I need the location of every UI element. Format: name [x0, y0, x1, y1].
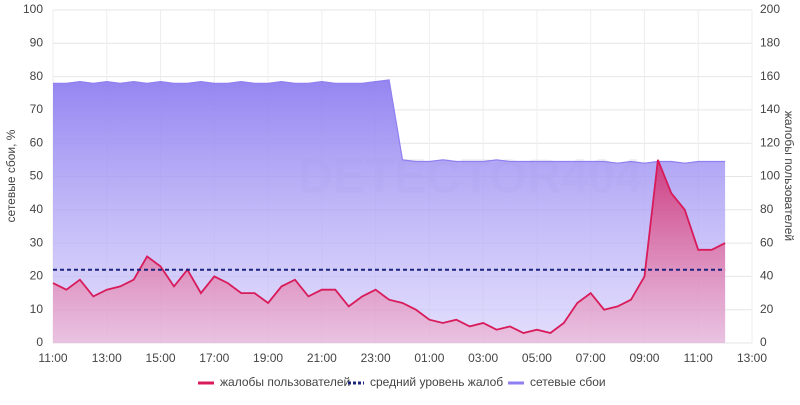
- y-tick-label: 50: [30, 169, 44, 183]
- x-tick-label: 23:00: [361, 351, 391, 365]
- y2-tick-label: 120: [760, 135, 780, 149]
- y-tick-label: 10: [30, 302, 44, 316]
- y-tick-label: 100: [23, 2, 43, 16]
- y2-axis-label: жалобы пользователей: [782, 111, 796, 241]
- x-tick-label: 17:00: [199, 351, 229, 365]
- x-tick-label: 01:00: [414, 351, 444, 365]
- area: [53, 79, 726, 344]
- y-tick-label: 60: [30, 135, 44, 149]
- x-tick-label: 11:00: [38, 351, 67, 365]
- y2-tick-label: 200: [760, 2, 780, 16]
- y2-tick-label: 160: [760, 69, 780, 83]
- y-tick-label: 30: [30, 235, 44, 249]
- legend-label: средний уровень жалоб: [370, 375, 503, 389]
- x-tick-label: 13:00: [92, 351, 122, 365]
- y-tick-label: 70: [30, 102, 44, 116]
- x-tick-label: 03:00: [468, 351, 498, 365]
- legend-label: жалобы пользователей: [220, 375, 350, 389]
- x-tick-label: 15:00: [146, 351, 176, 365]
- y2-tick-label: 180: [760, 35, 780, 49]
- y2-tick-label: 40: [760, 269, 774, 283]
- x-tick-label: 13:00: [737, 351, 767, 365]
- y2-tick-label: 20: [760, 302, 774, 316]
- x-tick-label: 05:00: [522, 351, 552, 365]
- x-tick-label: 11:00: [684, 351, 713, 365]
- y-tick-label: 90: [30, 35, 44, 49]
- y2-tick-label: 0: [760, 335, 767, 349]
- y2-tick-label: 140: [760, 102, 780, 116]
- legend-label: сетевые сбои: [530, 375, 606, 389]
- y2-tick-label: 100: [760, 169, 780, 183]
- y-tick-label: 80: [30, 69, 44, 83]
- y2-tick-label: 80: [760, 202, 774, 216]
- y-tick-label: 0: [36, 335, 43, 349]
- area: [53, 159, 726, 343]
- x-tick-label: 21:00: [307, 351, 337, 365]
- y2-tick-label: 60: [760, 235, 774, 249]
- y-tick-label: 20: [30, 269, 44, 283]
- y-axis-label: сетевые сбои, %: [4, 129, 18, 222]
- line: [52, 159, 726, 334]
- x-tick-label: 09:00: [629, 351, 659, 365]
- x-tick-label: 07:00: [576, 351, 606, 365]
- y-tick-label: 40: [30, 202, 44, 216]
- line: [53, 79, 726, 164]
- x-tick-label: 19:00: [253, 351, 283, 365]
